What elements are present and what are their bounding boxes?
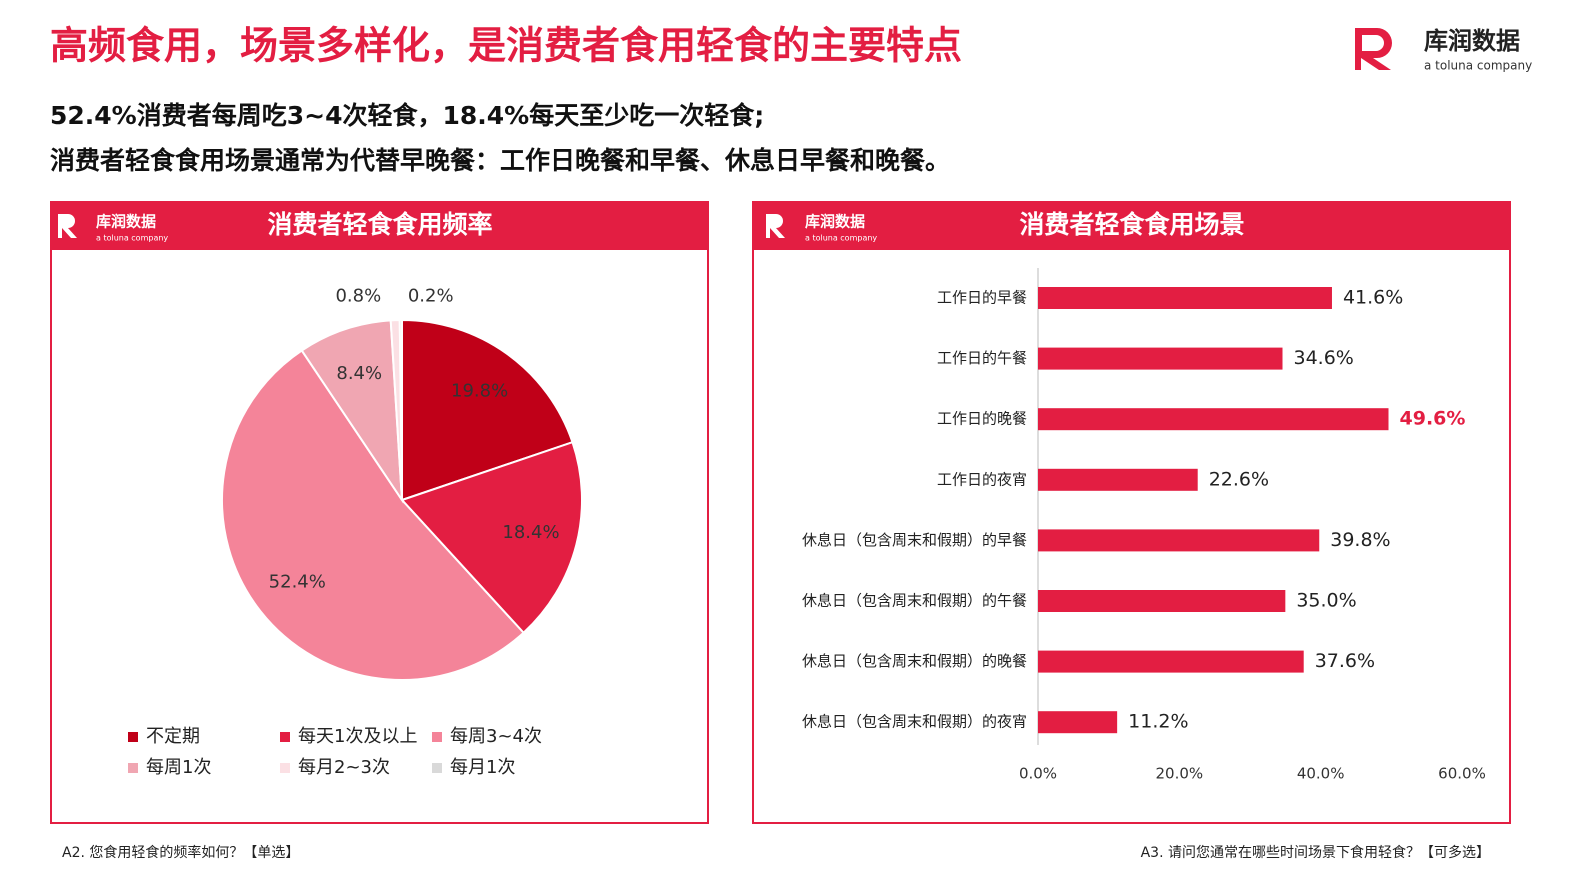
logo-name: 库润数据 <box>1424 27 1520 55</box>
data-label: 22.6% <box>1209 468 1269 490</box>
panel-logo-name: 库润数据 <box>805 213 865 231</box>
data-label: 35.0% <box>1296 590 1356 612</box>
data-label: 37.6% <box>1315 650 1375 672</box>
pie-slice <box>221 349 525 681</box>
panel-header <box>753 202 1510 250</box>
title: 高频食用，场景多样化，是消费者食用轻食的主要特点 <box>50 24 962 68</box>
data-label: 11.2% <box>1128 711 1188 733</box>
left-panel: 库润数据 a toluna company 消费者轻食食用频率 <box>50 201 709 824</box>
summary-line: 52.4%消费者每周吃3~4次轻食，18.4%每天至少吃一次轻食; <box>50 101 764 130</box>
panel-logo-tagline: a toluna company <box>96 234 168 243</box>
panel-logo-name: 库润数据 <box>96 213 156 231</box>
y-tick-label: 工作日的午餐 <box>937 349 1027 367</box>
bar <box>1038 590 1286 612</box>
y-tick-label: 休息日（包含周末和假期）的夜宵 <box>802 713 1027 731</box>
y-tick-label: 工作日的早餐 <box>937 289 1027 307</box>
panel-logo-mark <box>58 214 77 238</box>
data-label: 8.4% <box>336 363 382 384</box>
pie-slice <box>300 319 404 504</box>
data-label: 0.8% <box>335 286 381 307</box>
legend-label: 每周3~4次 <box>450 726 542 747</box>
legend-label: 每周1次 <box>146 757 211 778</box>
legend-label: 每月1次 <box>450 757 515 778</box>
y-tick-label: 工作日的晚餐 <box>937 410 1027 428</box>
pie-slice <box>401 318 574 502</box>
pie-slice <box>400 440 583 635</box>
y-tick-label: 工作日的夜宵 <box>937 470 1027 488</box>
legend-swatch <box>280 732 290 742</box>
panel-logo-mark <box>766 214 785 238</box>
panel-logo-tagline: a toluna company <box>805 234 877 243</box>
pie-slice <box>398 318 403 501</box>
bar <box>1038 711 1118 734</box>
legend-swatch <box>432 763 442 773</box>
footnote: A3. 请问您通常在哪些时间场景下食用轻食？【可多选】 <box>1141 844 1490 861</box>
legend-swatch <box>128 732 138 742</box>
legend-label: 每月2~3次 <box>298 757 390 778</box>
bar <box>1038 468 1198 491</box>
legend-swatch <box>128 763 138 773</box>
data-label: 19.8% <box>451 381 508 402</box>
legend-swatch <box>280 763 290 773</box>
panel-header <box>51 202 708 250</box>
data-label: 39.8% <box>1330 529 1390 551</box>
data-label: 41.6% <box>1343 287 1403 309</box>
logo-tagline: a toluna company <box>1424 59 1532 73</box>
x-tick-label: 0.0% <box>1019 765 1057 783</box>
data-label: 34.6% <box>1294 347 1354 369</box>
x-tick-label: 60.0% <box>1438 765 1486 783</box>
legend-swatch <box>432 732 442 742</box>
panel-title: 消费者轻食食用频率 <box>267 210 492 239</box>
data-label: 18.4% <box>502 522 559 543</box>
y-tick-label: 休息日（包含周末和假期）的午餐 <box>802 592 1027 610</box>
bar <box>1038 287 1332 309</box>
data-label: 49.6% <box>1400 408 1466 430</box>
bar <box>1038 408 1389 431</box>
footnote: A2. 您食用轻食的频率如何？【单选】 <box>62 844 299 861</box>
y-tick-label: 休息日（包含周末和假期）的早餐 <box>802 531 1027 549</box>
x-tick-label: 20.0% <box>1156 765 1204 783</box>
summary-line: 消费者轻食食用场景通常为代替早晚餐：工作日晚餐和早餐、休息日早餐和晚餐。 <box>50 146 950 175</box>
bar <box>1038 650 1304 673</box>
legend-label: 每天1次及以上 <box>298 726 417 747</box>
y-tick-label: 休息日（包含周末和假期）的晚餐 <box>802 652 1027 670</box>
data-label: 52.4% <box>269 571 326 592</box>
bar <box>1038 529 1320 552</box>
data-label: 0.2% <box>408 286 454 307</box>
panel-title: 消费者轻食食用场景 <box>1019 210 1244 239</box>
legend-label: 不定期 <box>146 726 200 747</box>
logo: 库润数据 a toluna company <box>1355 27 1532 73</box>
x-tick-label: 40.0% <box>1297 765 1345 783</box>
logo-mark <box>1355 28 1392 70</box>
bar <box>1038 347 1283 370</box>
